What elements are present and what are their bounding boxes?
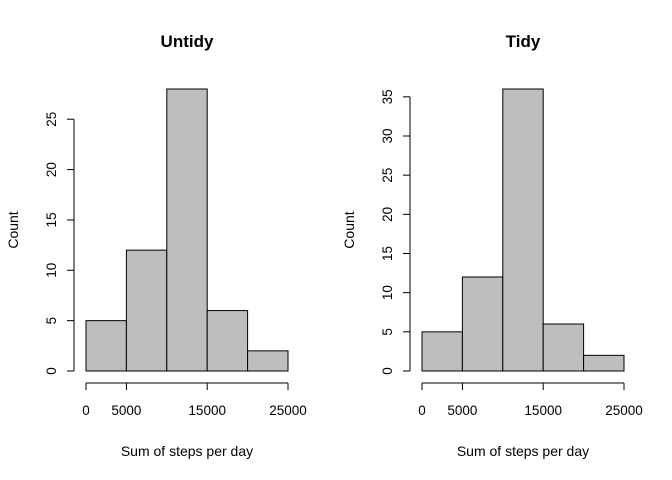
x-tick-label: 0 [418,403,426,418]
y-tick-label: 15 [44,212,59,227]
x-axis: 0 5000 15000 25000 [418,382,643,418]
y-tick-label: 20 [44,162,59,177]
x-tick-label: 25000 [605,403,643,418]
y-tick-label: 0 [380,367,395,375]
y-tick-label: 25 [44,112,59,127]
histogram-bar [421,331,463,372]
histogram-bar [166,88,208,372]
y-tick-label: 20 [380,207,395,222]
y-axis: 0 5 10 15 20 25 30 35 [380,89,411,375]
y-tick-label: 10 [44,263,59,278]
histogram-bar [206,310,249,372]
y-axis: 0 5 10 15 20 25 [44,112,75,375]
y-tick-label: 25 [380,168,395,183]
histogram-bar [85,320,127,372]
x-tick-label: 5000 [111,403,141,418]
x-tick-label: 5000 [447,403,477,418]
histogram-bar [461,276,504,372]
y-tick-label: 35 [380,89,395,104]
y-tick-label: 30 [380,128,395,143]
panel-title: Tidy [506,32,541,51]
histogram-bar [247,350,289,372]
x-axis-label: Sum of steps per day [457,443,589,459]
x-tick-label: 0 [82,403,90,418]
panel-tidy: Tidy Sum of steps per day Count 0 5000 150… [341,32,643,459]
histogram-bar [542,323,585,372]
x-tick-label: 25000 [269,403,307,418]
y-tick-label: 15 [380,246,395,261]
bar-group [421,88,625,372]
panel-untidy: Untidy Sum of steps per day Count 0 5000 1… [5,32,307,459]
histogram-bar [583,354,625,372]
x-axis: 0 5000 15000 25000 [82,382,307,418]
bar-group [85,88,289,372]
y-tick-label: 5 [44,317,59,325]
y-axis-label: Count [341,211,357,248]
x-tick-label: 15000 [188,403,226,418]
y-axis-label: Count [5,211,21,248]
x-tick-label: 15000 [524,403,562,418]
panel-title: Untidy [161,32,214,51]
y-tick-label: 0 [44,367,59,375]
x-axis-label: Sum of steps per day [121,443,253,459]
y-tick-label: 10 [380,285,395,300]
histogram-bar [125,249,168,372]
y-tick-label: 5 [380,328,395,336]
histogram-bar [502,88,544,372]
